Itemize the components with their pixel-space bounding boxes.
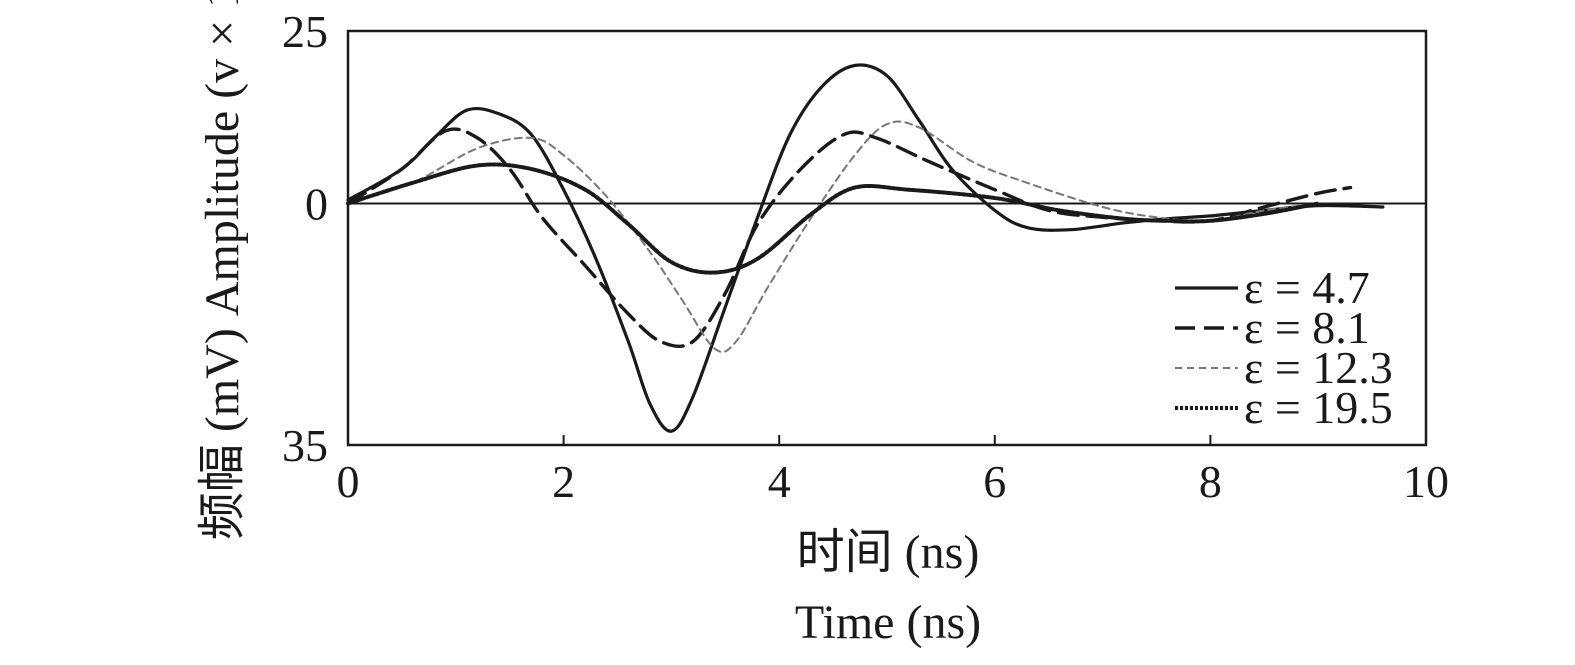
x-tick-label: 10 — [1403, 456, 1449, 507]
legend-label-3: ε = 12.3 — [1244, 342, 1393, 393]
y-axis-ticks: 25 0 35 — [282, 6, 358, 471]
series-line-4 — [346, 162, 1321, 275]
x-axis-ticks: 0 2 4 6 8 10 — [337, 435, 1449, 507]
legend-label-2: ε = 8.1 — [1244, 302, 1370, 353]
y-tick-label: 0 — [305, 179, 328, 230]
x-tick-label: 2 — [552, 456, 575, 507]
series-line-3 — [347, 120, 1320, 353]
legend-label-1: ε = 4.7 — [1244, 262, 1370, 313]
x-tick-label: 4 — [768, 456, 791, 507]
y-tick-label: 25 — [282, 6, 328, 57]
plot-area — [346, 29, 1428, 447]
y-tick-label: 35 — [282, 420, 328, 471]
x-axis-title-english: Time (ns) — [795, 596, 981, 649]
legend-label-4: ε = 19.5 — [1244, 382, 1393, 433]
series-line-1 — [346, 63, 1385, 433]
y-axis-title: 频幅 (mV) Amplitude (v × 106) — [196, 0, 249, 540]
x-tick-label: 6 — [983, 456, 1006, 507]
x-tick-label: 0 — [337, 456, 360, 507]
plot-frame — [346, 29, 1428, 447]
x-axis-title-chinese: 时间 (ns) — [797, 526, 980, 579]
series-layer — [346, 63, 1385, 433]
legend: ε = 4.7ε = 8.1ε = 12.3ε = 19.5 — [1175, 262, 1393, 433]
x-tick-label: 8 — [1199, 456, 1222, 507]
